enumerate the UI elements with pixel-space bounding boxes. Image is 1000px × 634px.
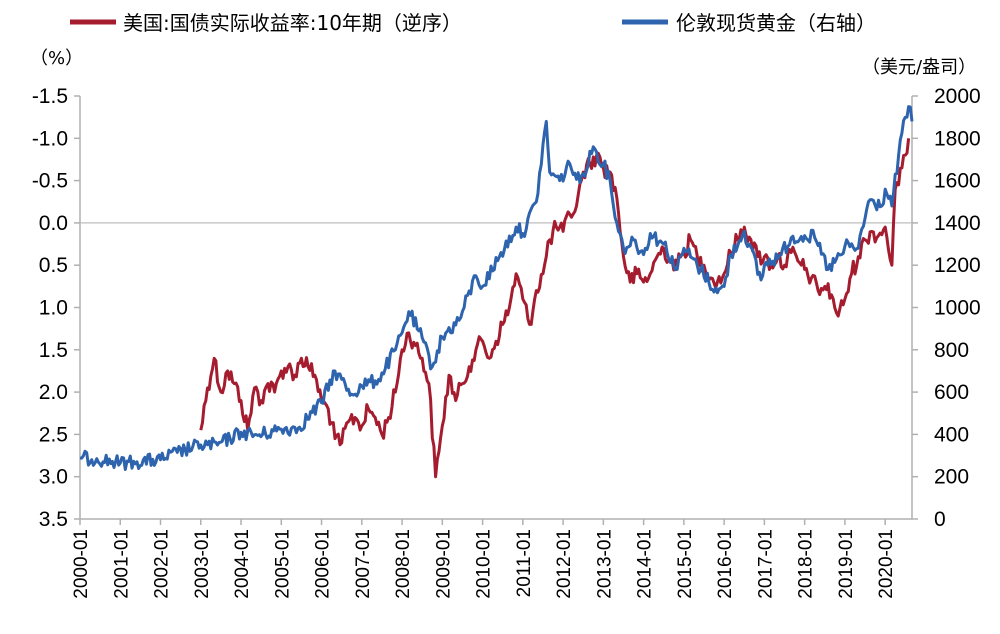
x-tick-label: 2002-01 (152, 529, 173, 599)
series-line-london-gold (80, 105, 914, 471)
left-tick-label: -1.0 (32, 127, 68, 150)
left-tick-label: 2.0 (39, 381, 68, 404)
x-tick-label: 2014-01 (635, 529, 656, 599)
series-lines (80, 105, 914, 479)
legend-label-right-series: 伦敦现货黄金（右轴） (676, 11, 876, 35)
x-tick-label: 2008-01 (393, 529, 414, 599)
left-axis-unit: （%） (30, 48, 83, 69)
x-tick-label: 2012-01 (554, 529, 575, 599)
left-tick-label: 1.0 (39, 297, 68, 320)
left-tick-label: -0.5 (32, 170, 68, 193)
right-tick-label: 1200 (934, 254, 981, 277)
right-tick-label: 600 (934, 381, 969, 404)
right-tick-label: 1400 (934, 212, 981, 235)
x-tick-label: 2004-01 (232, 529, 253, 599)
x-tick-label: 2015-01 (675, 529, 696, 599)
left-tick-label: 3.5 (39, 508, 68, 531)
series-line-real-yield-10y (199, 138, 911, 479)
x-tick-label: 2001-01 (111, 529, 132, 599)
right-tick-label: 1000 (934, 297, 981, 320)
right-tick-label: 2000 (934, 85, 981, 108)
tick-labels: -1.5-1.0-0.50.00.51.01.52.02.53.03.52000… (32, 85, 981, 599)
legend: 美国:国债实际收益率:10年期（逆序） 伦敦现货黄金（右轴） (70, 11, 876, 35)
x-tick-label: 2020-01 (876, 529, 897, 599)
x-tick-label: 2011-01 (514, 529, 535, 597)
left-tick-label: -1.5 (32, 85, 68, 108)
x-tick-label: 2005-01 (272, 529, 293, 599)
x-tick-label: 2010-01 (474, 529, 495, 599)
x-tick-label: 2018-01 (796, 529, 817, 599)
left-tick-label: 0.5 (39, 254, 68, 277)
x-tick-label: 2017-01 (755, 529, 776, 599)
x-tick-label: 2019-01 (836, 529, 857, 599)
legend-label-left-series: 美国:国债实际收益率:10年期（逆序） (123, 11, 462, 35)
left-tick-label: 0.0 (39, 212, 68, 235)
x-tick-label: 2013-01 (594, 529, 615, 599)
left-tick-label: 1.5 (39, 339, 68, 362)
right-tick-label: 800 (934, 339, 969, 362)
right-tick-label: 0 (934, 508, 946, 531)
right-tick-label: 1800 (934, 127, 981, 150)
x-tick-label: 2006-01 (313, 529, 334, 599)
left-tick-label: 3.0 (39, 466, 68, 489)
x-tick-label: 2000-01 (71, 529, 92, 599)
right-tick-label: 200 (934, 466, 969, 489)
right-tick-label: 400 (934, 423, 969, 446)
x-tick-label: 2007-01 (353, 529, 374, 599)
right-tick-label: 1600 (934, 170, 981, 193)
axes (74, 95, 918, 525)
left-tick-label: 2.5 (39, 423, 68, 446)
x-tick-label: 2003-01 (192, 529, 213, 599)
x-tick-label: 2009-01 (433, 529, 454, 599)
right-axis-unit: （美元/盎司） (862, 57, 976, 78)
x-tick-label: 2016-01 (715, 529, 736, 599)
